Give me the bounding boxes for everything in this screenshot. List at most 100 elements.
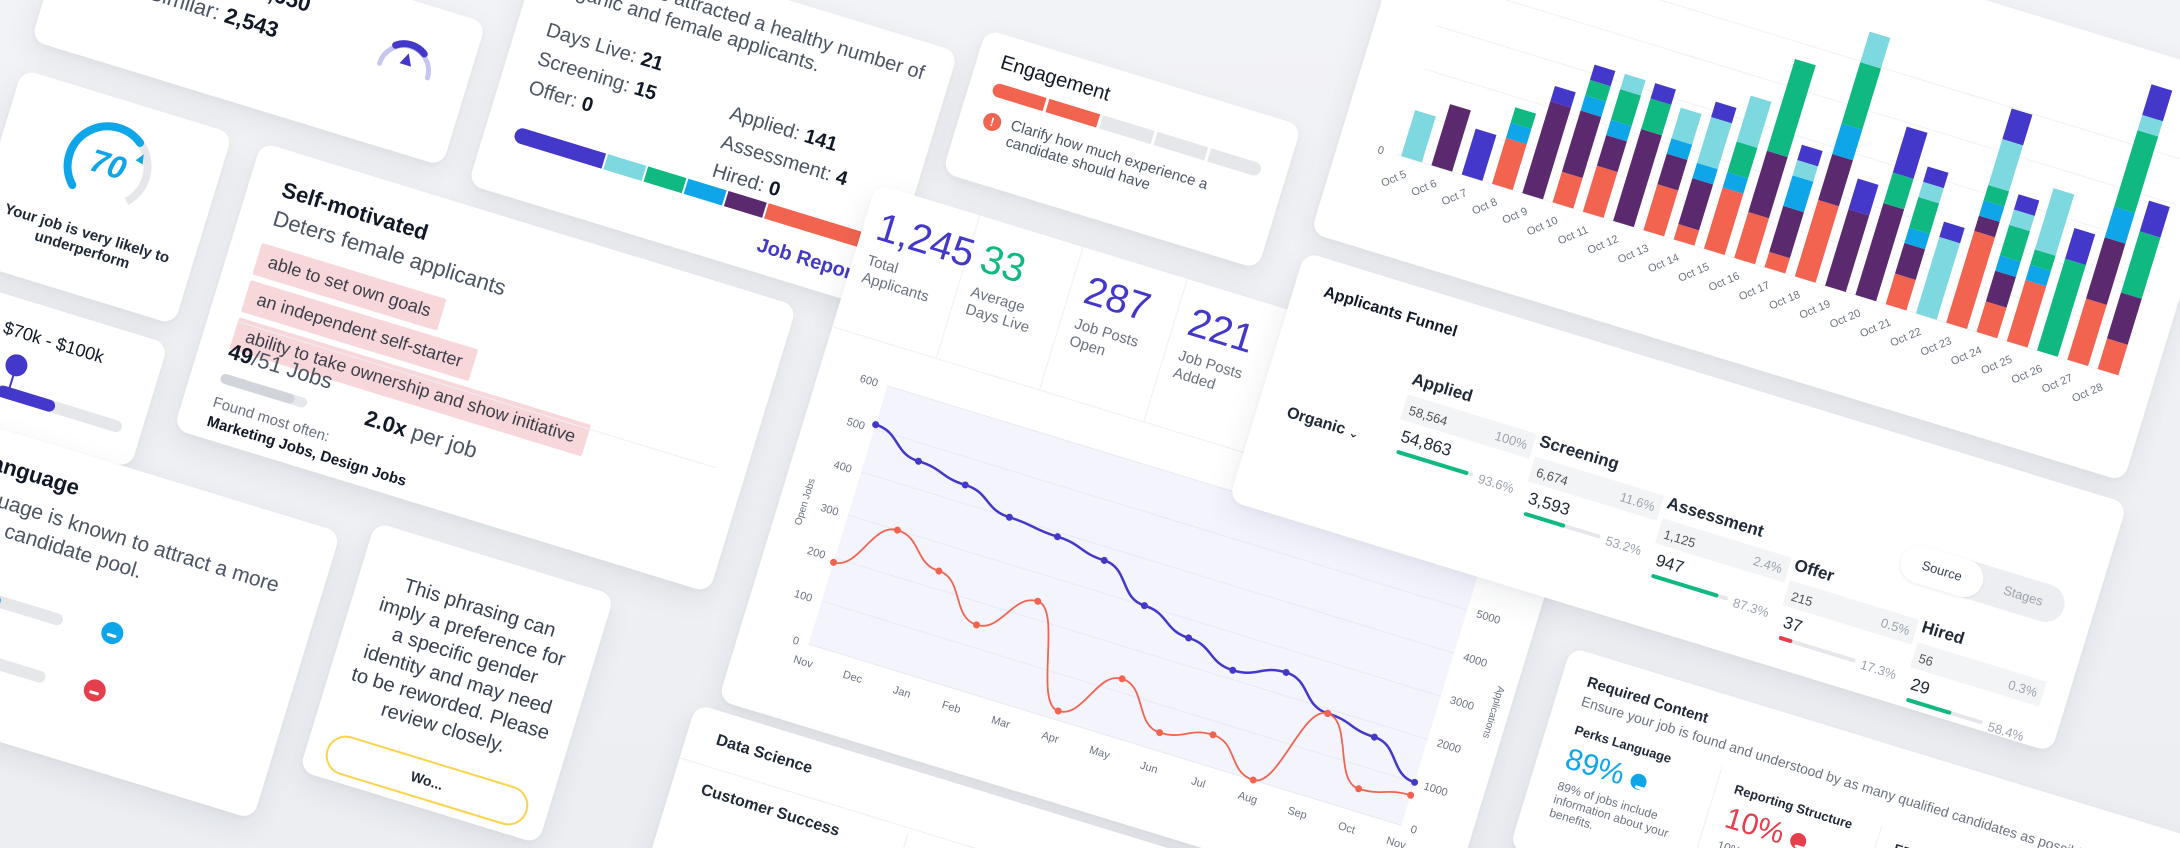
svg-text:Oct 14: Oct 14: [1646, 252, 1681, 276]
svg-text:Oct 11: Oct 11: [1556, 224, 1590, 247]
salary-marker-icon: [2, 351, 31, 380]
svg-text:Oct 8: Oct 8: [1470, 196, 1499, 217]
toggle-stages[interactable]: Stages: [2001, 582, 2045, 609]
svg-text:Nov: Nov: [792, 654, 815, 671]
svg-text:Oct 27: Oct 27: [2040, 372, 2075, 396]
svg-text:Oct 19: Oct 19: [1798, 298, 1833, 322]
stats-left: Days Live: 21 Screening: 15 Offer: 0: [525, 15, 669, 137]
svg-text:Oct 16: Oct 16: [1707, 270, 1742, 294]
stage-segment: [512, 126, 607, 169]
sad-face-icon: [81, 676, 109, 705]
svg-text:0: 0: [1409, 824, 1418, 837]
stacked-bar-chart-card: 0 Oct 5 Oct 6 Oct 7 Oct 8 Oct 9 Oct 10 Oct 11 Oc…: [1310, 0, 2180, 482]
engagement-segment: [1045, 98, 1101, 128]
dept-data-science[interactable]: Data Science: [714, 731, 815, 778]
local-similar: Local Similar: 2,543: [89, 0, 282, 43]
source-dropdown[interactable]: Organic ⌄: [1284, 404, 1361, 442]
svg-text:5000: 5000: [1475, 608, 1502, 627]
stage-total: 215: [1789, 588, 1815, 610]
svg-text:Oct 20: Oct 20: [1828, 307, 1863, 331]
alert-icon: !: [980, 110, 1004, 134]
stage-value: 947: [1653, 550, 1687, 578]
score-card: 70 Your job is very likely to underperfo…: [0, 69, 233, 325]
svg-text:4000: 4000: [1462, 651, 1489, 670]
svg-text:Open Jobs: Open Jobs: [793, 477, 818, 526]
svg-text:Dec: Dec: [841, 669, 864, 686]
svg-text:Oct 12: Oct 12: [1586, 233, 1621, 257]
svg-text:Oct 9: Oct 9: [1501, 205, 1530, 226]
engagement-segment: [990, 82, 1047, 112]
svg-text:Oct 25: Oct 25: [1979, 354, 2014, 378]
stage-value: 37: [1780, 612, 1805, 637]
stage-total-pct: 0.5%: [1878, 615, 1912, 639]
stage-pct: 87.3%: [1731, 594, 1771, 621]
engagement-segment: [1207, 148, 1263, 178]
svg-text:600: 600: [858, 373, 879, 390]
svg-text:Sep: Sep: [1286, 805, 1308, 822]
svg-text:Oct 23: Oct 23: [1919, 335, 1954, 359]
svg-text:Oct 7: Oct 7: [1440, 187, 1469, 208]
stage-pct: 93.6%: [1476, 471, 1516, 497]
dept-metric-cell: 1,521Applicants: [891, 833, 994, 848]
stage-conversion-bar: [1650, 573, 1729, 601]
svg-text:Oct 28: Oct 28: [2070, 381, 2105, 405]
stage-pct: 58.4%: [1986, 718, 2026, 745]
gauge-icon: [377, 40, 431, 81]
status-face-icon: [1628, 771, 1649, 792]
stage-conversion-bar: [1905, 697, 1984, 725]
svg-text:Oct 17: Oct 17: [1737, 280, 1772, 304]
svg-text:Mar: Mar: [990, 714, 1012, 731]
svg-text:Oct: Oct: [1337, 820, 1357, 836]
funnel-title: Applicants Funnel: [1321, 283, 1460, 341]
svg-text:0: 0: [1376, 144, 1385, 157]
stage-total-pct: 0.3%: [2006, 677, 2040, 701]
stage-segment: [643, 166, 687, 194]
svg-text:Feb: Feb: [940, 699, 962, 716]
engagement-segment: [1153, 131, 1209, 161]
svg-text:300: 300: [819, 502, 840, 519]
stage-total: 56: [1916, 650, 1936, 670]
svg-text:May: May: [1088, 744, 1112, 762]
stage-pct: 53.2%: [1603, 532, 1644, 559]
svg-text:200: 200: [806, 545, 827, 562]
phrasing-warning-card: This phrasing can imply a preference for…: [299, 522, 615, 844]
engagement-segment: [1099, 115, 1155, 145]
svg-text:1000: 1000: [1422, 780, 1449, 799]
approachable-description: "You" and "Us" language is known to attr…: [0, 436, 282, 598]
item-title: EEOC Statement: [1892, 841, 2033, 848]
svg-text:Nov: Nov: [1385, 835, 1408, 848]
svg-text:0: 0: [791, 635, 800, 648]
svg-text:3000: 3000: [1448, 694, 1475, 713]
phrasing-text: This phrasing can imply a preference for…: [348, 574, 568, 758]
svg-text:Applications: Applications: [1480, 685, 1506, 740]
dept-customer-success[interactable]: Customer Success: [698, 781, 842, 840]
stage-value: 29: [1908, 674, 1933, 699]
svg-text:Jan: Jan: [892, 684, 912, 701]
stage-segment: [603, 154, 647, 182]
svg-text:500: 500: [845, 416, 866, 433]
svg-text:Oct 26: Oct 26: [2010, 363, 2045, 387]
chevron-down-icon: ⌄: [1347, 425, 1361, 442]
svg-text:Oct 18: Oct 18: [1768, 289, 1803, 313]
similar-jobs-card: Global Similar: 10,650 Local Similar: 2,…: [31, 0, 487, 167]
salary-slider[interactable]: [0, 369, 124, 434]
svg-text:Oct 13: Oct 13: [1616, 242, 1651, 266]
score-gauge-icon: [63, 122, 152, 211]
svg-text:Oct 15: Oct 15: [1677, 261, 1712, 285]
svg-text:400: 400: [832, 459, 853, 476]
stage-total-pct: 2.4%: [1751, 553, 1785, 577]
svg-text:Oct 5: Oct 5: [1379, 168, 1408, 189]
source-stages-toggle[interactable]: Source Stages: [1895, 540, 2070, 627]
svg-text:Oct 10: Oct 10: [1525, 215, 1560, 239]
svg-text:Oct 22: Oct 22: [1889, 326, 1924, 350]
svg-text:Oct 6: Oct 6: [1410, 178, 1439, 199]
applications-line-chart: 0 100 200 300 400 500 600 0 1000 2000 3000 4000 5000…: [791, 373, 1515, 848]
stage-pct: 17.3%: [1858, 656, 1899, 683]
svg-text:Jul: Jul: [1190, 775, 1207, 791]
svg-text:Apr: Apr: [1040, 730, 1060, 747]
svg-text:100: 100: [793, 588, 814, 605]
svg-text:Aug: Aug: [1237, 790, 1259, 807]
